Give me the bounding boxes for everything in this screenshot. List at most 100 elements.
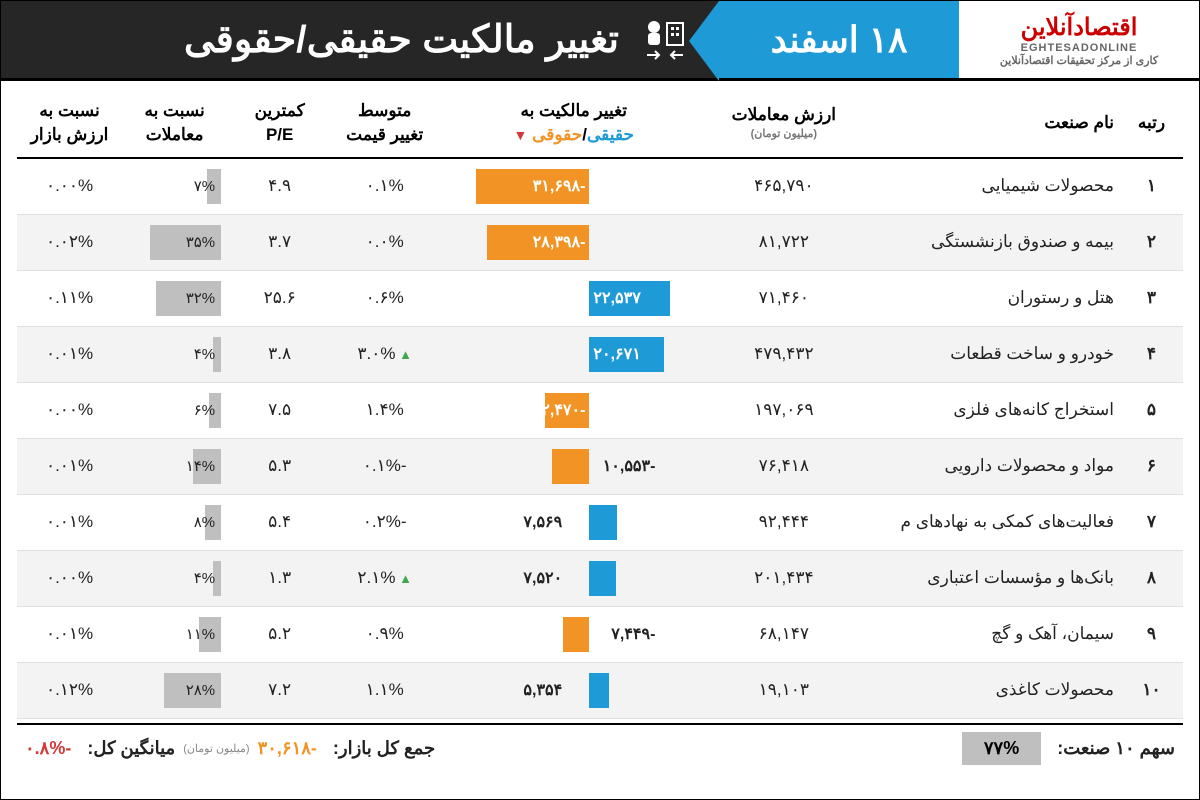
table-body: ۱محصولات شیمیایی۴۶۵,۷۹۰-۳۱,۶۹۸۰.۱%۴.۹۷%۰… <box>17 158 1183 719</box>
ownership-bar: ۲۰,۶۷۱ <box>589 337 663 372</box>
triangle-up-icon: ▲ <box>396 347 412 362</box>
col-tradeval: ارزش معاملات (میلیون تومان) <box>710 89 857 158</box>
cell-avgchg: -۰.۲% <box>332 494 437 550</box>
cell-ratio-market: ۰.۰۱% <box>17 326 122 382</box>
col-avgchg-l1: متوسط <box>358 101 411 120</box>
col-minpe: کمترین P/E <box>227 89 332 158</box>
cell-tradeval: ۴۷۹,۴۳۲ <box>710 326 857 382</box>
ratio-value: ۱۱% <box>186 625 215 643</box>
cell-minpe: ۴.۹ <box>227 158 332 215</box>
report-title: تغییر مالکیت حقیقی/حقوقی <box>184 17 619 62</box>
header-row: رتبه نام صنعت ارزش معاملات (میلیون تومان… <box>17 89 1183 158</box>
table-row: ۶مواد و محصولات دارویی۷۶,۴۱۸-۱۰,۵۵۳-۰.۱%… <box>17 438 1183 494</box>
cell-rank: ۲ <box>1120 214 1183 270</box>
cell-avgchg: ۰.۰% <box>332 214 437 270</box>
cell-ratio-market: ۰.۰۲% <box>17 214 122 270</box>
col-ownership: تغییر مالکیت به حقیقی/حقوقی ▼ <box>437 89 710 158</box>
ownership-bar: -۱۰,۵۵۳ <box>552 449 590 484</box>
cell-avgchg: ▲ ۲.۱% <box>332 550 437 606</box>
cell-minpe: ۳.۸ <box>227 326 332 382</box>
title-block: تغییر مالکیت حقیقی/حقوقی <box>1 1 719 78</box>
cell-ratio-market: ۰.۰۱% <box>17 494 122 550</box>
col-rtr-l2: معاملات <box>146 125 204 144</box>
col-minpe-l1: کمترین <box>255 101 305 120</box>
bar-value-label: ۵,۳۵۴ <box>519 680 566 700</box>
report-container: تغییر مالکیت حقیقی/حقوقی ۱۸ اسفند اقتصاد… <box>0 0 1200 800</box>
col-avgchg-l2: تغییر قیمت <box>346 125 423 144</box>
bar-value-label: ۲۰,۶۷۱ <box>589 344 644 364</box>
avg-value: -۰.۸% <box>17 738 79 759</box>
cell-avgchg: -۰.۱% <box>332 438 437 494</box>
ratio-value: ۴% <box>194 569 215 587</box>
cell-avgchg: ۰.۶% <box>332 270 437 326</box>
cell-name: محصولات شیمیایی <box>857 158 1120 215</box>
bar-value-label: ۲۲,۵۳۷ <box>589 288 644 308</box>
cell-ratio-trade: ۲۸% <box>122 662 227 718</box>
cell-ratio-market: ۰.۰۰% <box>17 158 122 215</box>
table-row: ۴خودرو و ساخت قطعات۴۷۹,۴۳۲۲۰,۶۷۱▲ ۳.۰%۳.… <box>17 326 1183 382</box>
col-minpe-l2: P/E <box>266 125 293 144</box>
col-rmk-l1: نسبت به <box>39 101 99 120</box>
cell-ratio-market: ۰.۱۲% <box>17 662 122 718</box>
bar-value-label: ۷,۵۶۹ <box>519 512 566 532</box>
cell-ratio-trade: ۱۴% <box>122 438 227 494</box>
col-tradeval-label: ارزش معاملات <box>732 105 836 124</box>
cell-ownership-bar: -۳۱,۶۹۸ <box>437 158 710 215</box>
table-row: ۹سیمان، آهک و گچ۶۸,۱۴۷-۷,۴۴۹۰.۹%۵.۲۱۱%۰.… <box>17 606 1183 662</box>
ownership-bar: ۷,۵۲۰ <box>589 561 616 596</box>
table-wrap: رتبه نام صنعت ارزش معاملات (میلیون تومان… <box>1 81 1199 719</box>
cell-tradeval: ۱۹,۱۰۳ <box>710 662 857 718</box>
cell-ratio-trade: ۱۱% <box>122 606 227 662</box>
cell-ownership-bar: -۷,۴۴۹ <box>437 606 710 662</box>
cell-ratio-trade: ۷% <box>122 158 227 215</box>
col-ratio-tr: نسبت به معاملات <box>122 89 227 158</box>
cell-tradeval: ۸۱,۷۲۲ <box>710 214 857 270</box>
cell-minpe: ۵.۲ <box>227 606 332 662</box>
table-row: ۱محصولات شیمیایی۴۶۵,۷۹۰-۳۱,۶۹۸ ۰.۱% ۴.۹۷%۰… <box>17 158 1183 215</box>
cell-minpe: ۵.۳ <box>227 438 332 494</box>
legend-real: حقیقی <box>587 125 634 144</box>
col-own-label: تغییر مالکیت به <box>520 101 627 120</box>
cell-ownership-bar: -۲۸,۳۹۸ <box>437 214 710 270</box>
cell-ratio-trade: ۸% <box>122 494 227 550</box>
col-avgchg: متوسط تغییر قیمت <box>332 89 437 158</box>
cell-ratio-trade: ۳۵% <box>122 214 227 270</box>
ratio-value: ۶% <box>194 401 215 419</box>
cell-name: بانک‌ها و مؤسسات اعتباری <box>857 550 1120 606</box>
col-rtr-l1: نسبت به <box>144 101 204 120</box>
cell-name: بیمه و صندوق بازنشستگی <box>857 214 1120 270</box>
col-rank: رتبه <box>1120 89 1183 158</box>
triangle-down-icon: ▼ <box>513 127 527 143</box>
cell-ratio-market: ۰.۰۱% <box>17 606 122 662</box>
cell-ownership-bar: ۷,۵۲۰ <box>437 550 710 606</box>
cell-ownership-bar: ۷,۵۶۹ <box>437 494 710 550</box>
cell-rank: ۵ <box>1120 382 1183 438</box>
col-name: نام صنعت <box>857 89 1120 158</box>
avgchg-value: ۱.۱% <box>366 680 404 699</box>
logo-main: اقتصادآنلاین <box>1021 13 1138 42</box>
cell-rank: ۱ <box>1120 158 1183 215</box>
cell-avgchg: ۱.۴% <box>332 382 437 438</box>
cell-ratio-trade: ۴% <box>122 326 227 382</box>
cell-avgchg: ۱.۱% <box>332 662 437 718</box>
cell-ownership-bar: -۱۰,۵۵۳ <box>437 438 710 494</box>
cell-tradeval: ۴۶۵,۷۹۰ <box>710 158 857 215</box>
bar-value-label: -۱۰,۵۵۳ <box>599 456 660 476</box>
cell-avgchg: ▲ ۳.۰% <box>332 326 437 382</box>
sum-label: جمع کل بازار: <box>325 738 443 759</box>
ratio-value: ۲۸% <box>186 681 215 699</box>
ownership-bar: ۵,۳۵۴ <box>589 673 608 708</box>
cell-ratio-market: ۰.۰۱% <box>17 438 122 494</box>
cell-ratio-market: ۰.۱۱% <box>17 270 122 326</box>
cell-minpe: ۲۵.۶ <box>227 270 332 326</box>
cell-rank: ۶ <box>1120 438 1183 494</box>
cell-tradeval: ۱۹۷,۰۶۹ <box>710 382 857 438</box>
avgchg-value: ۰.۰% <box>366 232 404 251</box>
avgchg-value: ۰.۱% <box>366 176 404 195</box>
date-block: ۱۸ اسفند <box>719 1 959 78</box>
cell-rank: ۱۰ <box>1120 662 1183 718</box>
col-rmk-l2: ارزش بازار <box>31 125 109 144</box>
share-label: سهم ۱۰ صنعت: <box>1049 738 1183 759</box>
ownership-bar: ۲۲,۵۳۷ <box>589 281 670 316</box>
share-value: ۷۷% <box>962 732 1041 765</box>
